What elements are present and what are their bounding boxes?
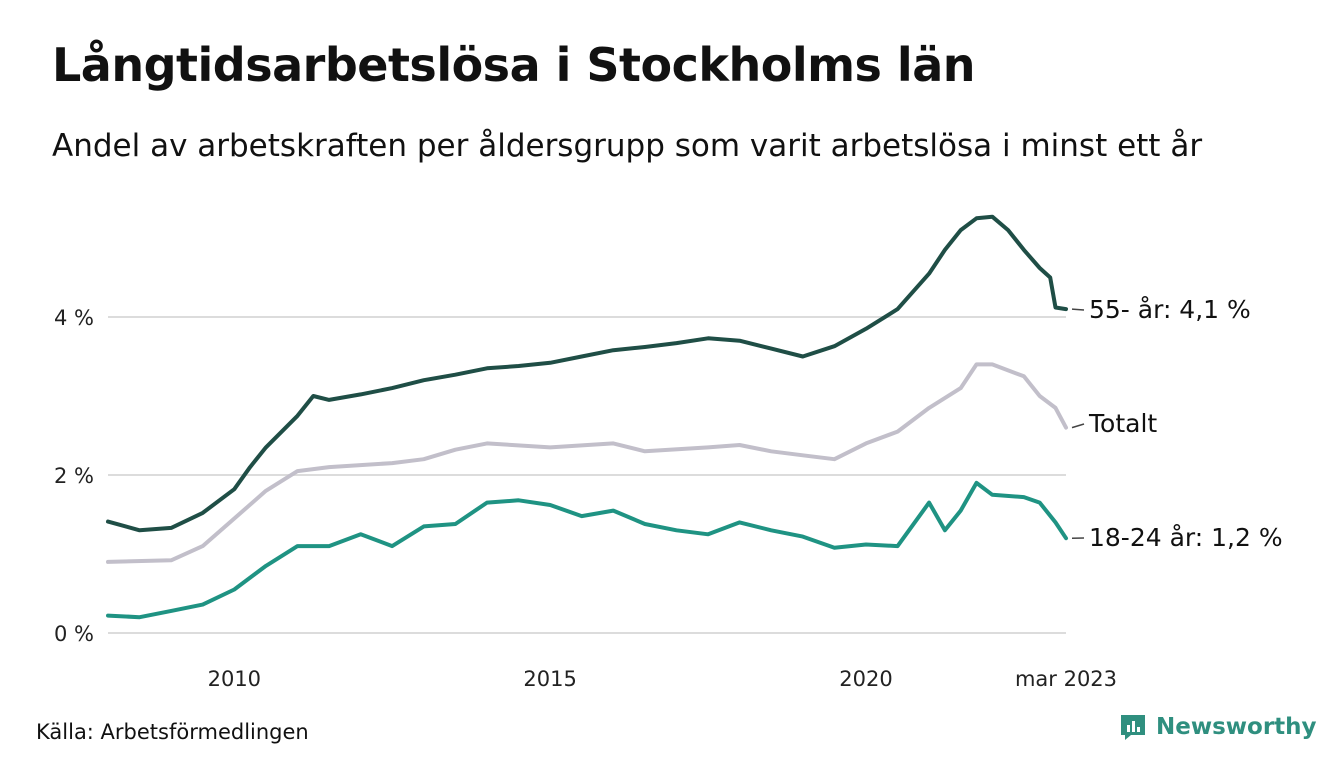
series-line — [106, 480, 1068, 620]
chart-title: Långtidsarbetslösa i Stockholms län — [52, 38, 975, 92]
y-tick-label: 0 % — [54, 622, 94, 646]
series-lines — [106, 214, 1068, 620]
brand[interactable]: Newsworthy — [1118, 712, 1317, 742]
series-end-label: Totalt — [1088, 409, 1157, 438]
label-leader-line — [1071, 423, 1085, 429]
source-note: Källa: Arbetsförmedlingen — [36, 720, 309, 744]
series-line — [106, 214, 1068, 533]
grid-lines — [108, 316, 1066, 634]
y-tick-label: 4 % — [54, 306, 94, 330]
y-tick-label: 2 % — [54, 464, 94, 488]
series-line — [106, 362, 1068, 564]
x-tick-label: mar 2023 — [1015, 667, 1117, 691]
chart-labels: 0 % 2 % 4 % 2010 2015 2020 mar 2023 55- år: 4,1… — [54, 295, 1283, 691]
x-tick-label: 2010 — [208, 667, 261, 691]
brand-name: Newsworthy — [1156, 714, 1317, 740]
chart-subtitle: Andel av arbetskraften per åldersgrupp s… — [52, 128, 1203, 164]
x-tick-label: 2020 — [839, 667, 892, 691]
x-tick-label: 2015 — [523, 667, 576, 691]
series-end-label: 55- år: 4,1 % — [1089, 295, 1251, 324]
series-end-label: 18-24 år: 1,2 % — [1089, 523, 1283, 552]
newsworthy-logo-icon — [1121, 715, 1145, 740]
label-leader-line — [1071, 308, 1085, 311]
